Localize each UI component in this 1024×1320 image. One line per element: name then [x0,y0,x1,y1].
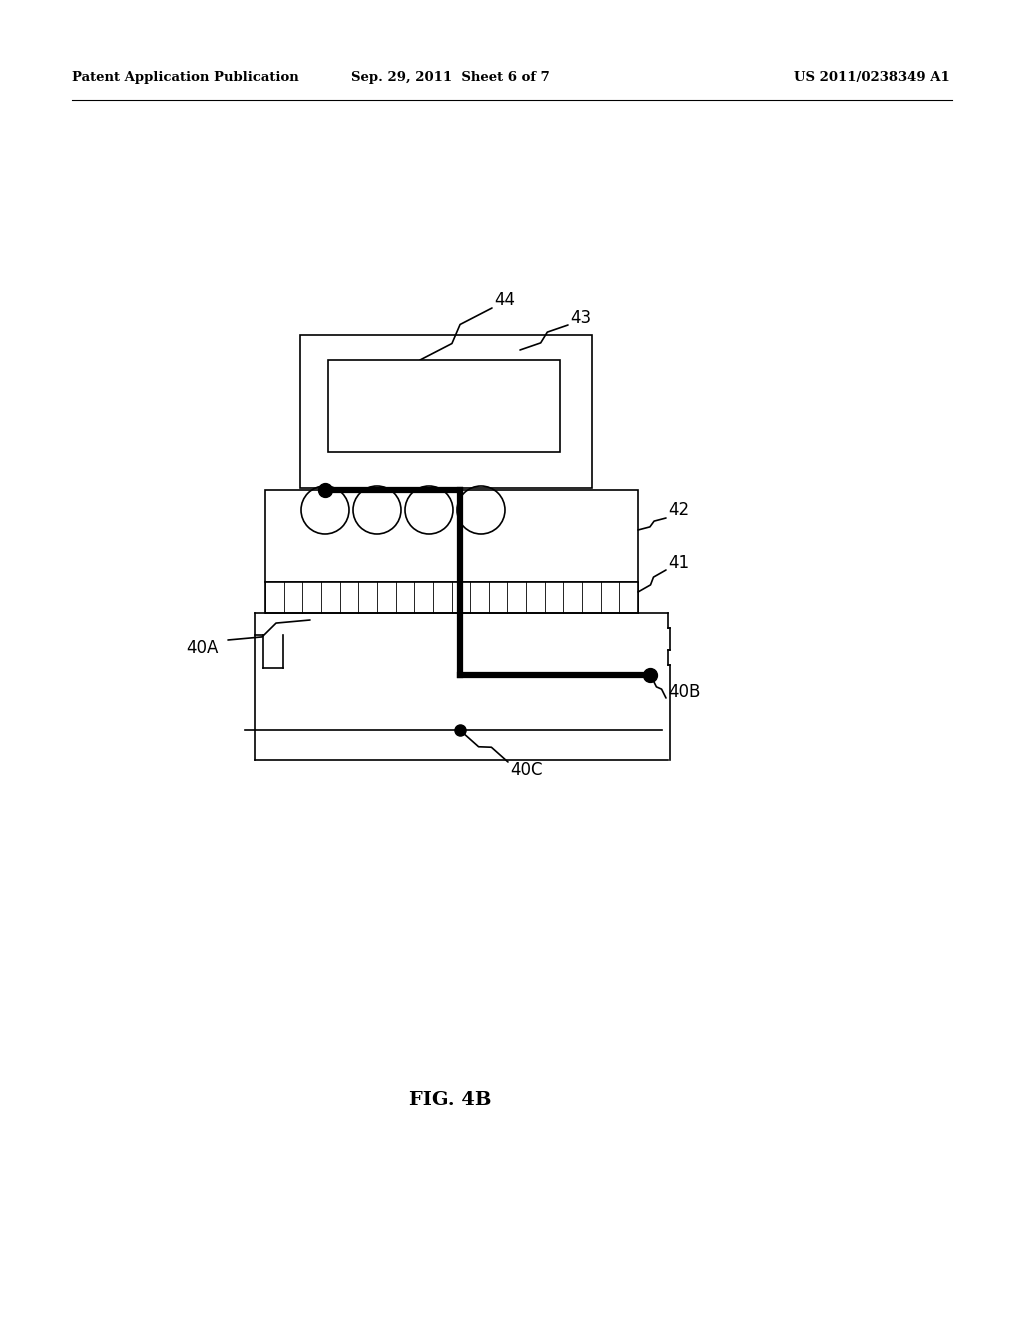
Text: Patent Application Publication: Patent Application Publication [72,71,299,84]
Text: 42: 42 [668,502,689,519]
Bar [265,582,638,612]
Text: 44: 44 [494,290,515,309]
Text: 40B: 40B [668,682,700,701]
Text: Sep. 29, 2011  Sheet 6 of 7: Sep. 29, 2011 Sheet 6 of 7 [350,71,549,84]
Bar [328,360,560,451]
Bar [265,490,638,582]
Text: 41: 41 [668,554,689,572]
Text: 43: 43 [570,309,591,327]
Text: 40C: 40C [510,762,543,779]
Text: 40A: 40A [186,639,218,657]
Bar [300,335,592,488]
Text: US 2011/0238349 A1: US 2011/0238349 A1 [795,71,950,84]
Text: FIG. 4B: FIG. 4B [409,1092,492,1109]
